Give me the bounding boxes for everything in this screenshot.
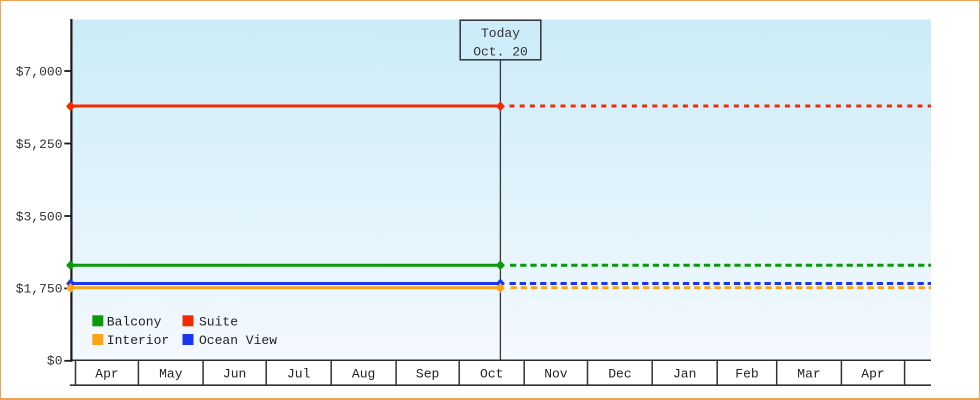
svg-text:$7,000: $7,000 <box>16 64 63 79</box>
svg-text:Dec: Dec <box>608 367 631 382</box>
svg-text:Today: Today <box>481 26 520 41</box>
svg-text:$1,750: $1,750 <box>16 282 63 297</box>
svg-text:Apr: Apr <box>95 367 118 382</box>
svg-text:Oct. 20: Oct. 20 <box>473 45 528 60</box>
svg-text:Oct: Oct <box>480 367 503 382</box>
svg-text:Aug: Aug <box>352 367 375 382</box>
svg-text:Nov: Nov <box>544 367 568 382</box>
svg-text:Mar: Mar <box>797 367 820 382</box>
svg-text:Sep: Sep <box>416 367 439 382</box>
svg-text:Jun: Jun <box>223 367 246 382</box>
svg-text:Suite: Suite <box>199 314 238 329</box>
svg-text:Apr: Apr <box>861 367 884 382</box>
svg-text:$3,500: $3,500 <box>16 209 63 224</box>
svg-text:Ocean View: Ocean View <box>199 333 277 348</box>
svg-text:$5,250: $5,250 <box>16 137 63 152</box>
svg-text:May: May <box>159 367 183 382</box>
svg-text:Jul: Jul <box>287 367 311 382</box>
svg-text:Jan: Jan <box>673 367 696 382</box>
svg-text:Balcony: Balcony <box>107 314 162 329</box>
svg-text:Interior: Interior <box>107 333 169 348</box>
svg-text:$0: $0 <box>47 354 63 369</box>
svg-text:Feb: Feb <box>735 367 758 382</box>
